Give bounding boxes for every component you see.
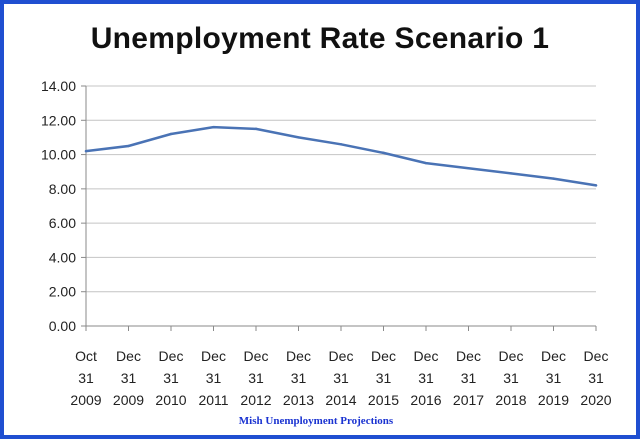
- gridlines: [86, 85, 596, 293]
- y-tick-labels: 0.00 2.00 4.00 6.00 8.00 10.00 12.00 14.00: [41, 78, 76, 334]
- x-tick-label: Dec 31 2018: [495, 348, 526, 408]
- x-tick-label-line: Dec: [456, 348, 481, 364]
- data-point: [509, 172, 513, 175]
- y-tick-label: 0.00: [49, 318, 76, 334]
- y-tick-label: 8.00: [49, 181, 76, 197]
- x-tick-label-line: Dec: [371, 348, 396, 364]
- x-tick-label-line: 31: [546, 370, 562, 386]
- x-tick-labels: Oct 31 2009 Dec 31 2009 Dec 31 2010 Dec 31 2011 Dec 3…: [70, 348, 611, 408]
- x-tick-label-line: Dec: [159, 348, 184, 364]
- x-tick-label-line: Dec: [201, 348, 226, 364]
- x-tick-label-line: 2019: [538, 392, 569, 408]
- x-tick-label-line: 31: [376, 370, 392, 386]
- data-point: [382, 151, 385, 155]
- x-tick-label-line: Oct: [75, 348, 97, 364]
- x-tick-label-line: 31: [248, 370, 264, 386]
- x-tick-label-line: Dec: [116, 348, 141, 364]
- chart-title: Unemployment Rate Scenario 1: [90, 22, 550, 55]
- data-point: [169, 132, 173, 136]
- x-tick-label: Dec 31 2014: [325, 348, 356, 408]
- data-point: [339, 143, 343, 146]
- x-tick-label-line: 31: [588, 370, 604, 386]
- y-tick-label: 12.00: [41, 112, 76, 128]
- data-point: [594, 184, 598, 187]
- x-tick-label-line: Dec: [329, 348, 354, 364]
- x-tick-label: Dec 31 2019: [538, 348, 569, 408]
- series-line: [84, 125, 598, 187]
- x-tick-label: Dec 31 2012: [240, 348, 271, 408]
- data-point: [297, 136, 300, 139]
- data-point: [84, 149, 88, 153]
- x-tick-label-line: 2009: [113, 392, 144, 408]
- data-point: [254, 127, 258, 131]
- data-point: [127, 144, 130, 148]
- y-tick-label: 6.00: [49, 215, 76, 231]
- x-tick-label: Dec 31 2010: [155, 348, 186, 408]
- x-tick-label-line: Dec: [541, 348, 566, 364]
- y-tick-label: 14.00: [41, 78, 76, 94]
- x-tick-label: Dec 31 2009: [113, 348, 144, 408]
- data-point: [467, 167, 470, 170]
- x-tick-label-line: 2011: [198, 392, 228, 408]
- x-tick-label-line: Dec: [414, 348, 439, 364]
- axes: [81, 85, 597, 331]
- source-credit: Mish Unemployment Projections: [238, 415, 394, 427]
- x-tick-label: Dec 31 2016: [410, 348, 441, 408]
- x-tick-label-line: 2010: [155, 392, 186, 408]
- data-point: [212, 125, 215, 129]
- x-tick-label: Dec 31 2011: [198, 348, 228, 408]
- x-tick-label-line: Dec: [584, 348, 609, 364]
- x-tick-label-line: 2018: [495, 392, 526, 408]
- x-tick-label-line: 31: [163, 370, 179, 386]
- x-tick-label-line: Dec: [499, 348, 524, 364]
- x-tick-label-line: 31: [503, 370, 519, 386]
- x-tick-label: Dec 31 2020: [580, 348, 611, 408]
- series-layer: [84, 125, 598, 187]
- x-tick-label-line: 2009: [70, 392, 101, 408]
- x-tick-label-line: 31: [291, 370, 307, 386]
- x-tick-label-line: 2016: [410, 392, 441, 408]
- x-tick-label: Oct 31 2009: [70, 348, 101, 408]
- y-tick-label: 4.00: [49, 249, 76, 265]
- y-tick-label: 10.00: [41, 147, 76, 163]
- x-tick-label-line: 31: [121, 370, 137, 386]
- x-tick-label-line: 31: [78, 370, 94, 386]
- x-tick-label-line: 2015: [368, 392, 399, 408]
- x-tick-label-line: 2014: [325, 392, 356, 408]
- data-point: [552, 177, 555, 180]
- x-tick-label-line: 31: [333, 370, 349, 386]
- y-tick-label: 2.00: [49, 284, 76, 300]
- x-tick-label-line: 31: [206, 370, 222, 386]
- data-point: [424, 161, 428, 165]
- x-tick-label-line: 31: [461, 370, 477, 386]
- x-tick-label-line: 31: [418, 370, 434, 386]
- x-tick-label-line: Dec: [244, 348, 269, 364]
- x-tick-label: Dec 31 2015: [368, 348, 399, 408]
- x-tick-label-line: 2017: [453, 392, 484, 408]
- x-tick-label: Dec 31 2013: [283, 348, 314, 408]
- x-tick-label: Dec 31 2017: [453, 348, 484, 408]
- x-tick-label-line: 2020: [580, 392, 611, 408]
- x-tick-label-line: 2012: [240, 392, 271, 408]
- x-tick-label-line: 2013: [283, 392, 314, 408]
- x-tick-label-line: Dec: [286, 348, 311, 364]
